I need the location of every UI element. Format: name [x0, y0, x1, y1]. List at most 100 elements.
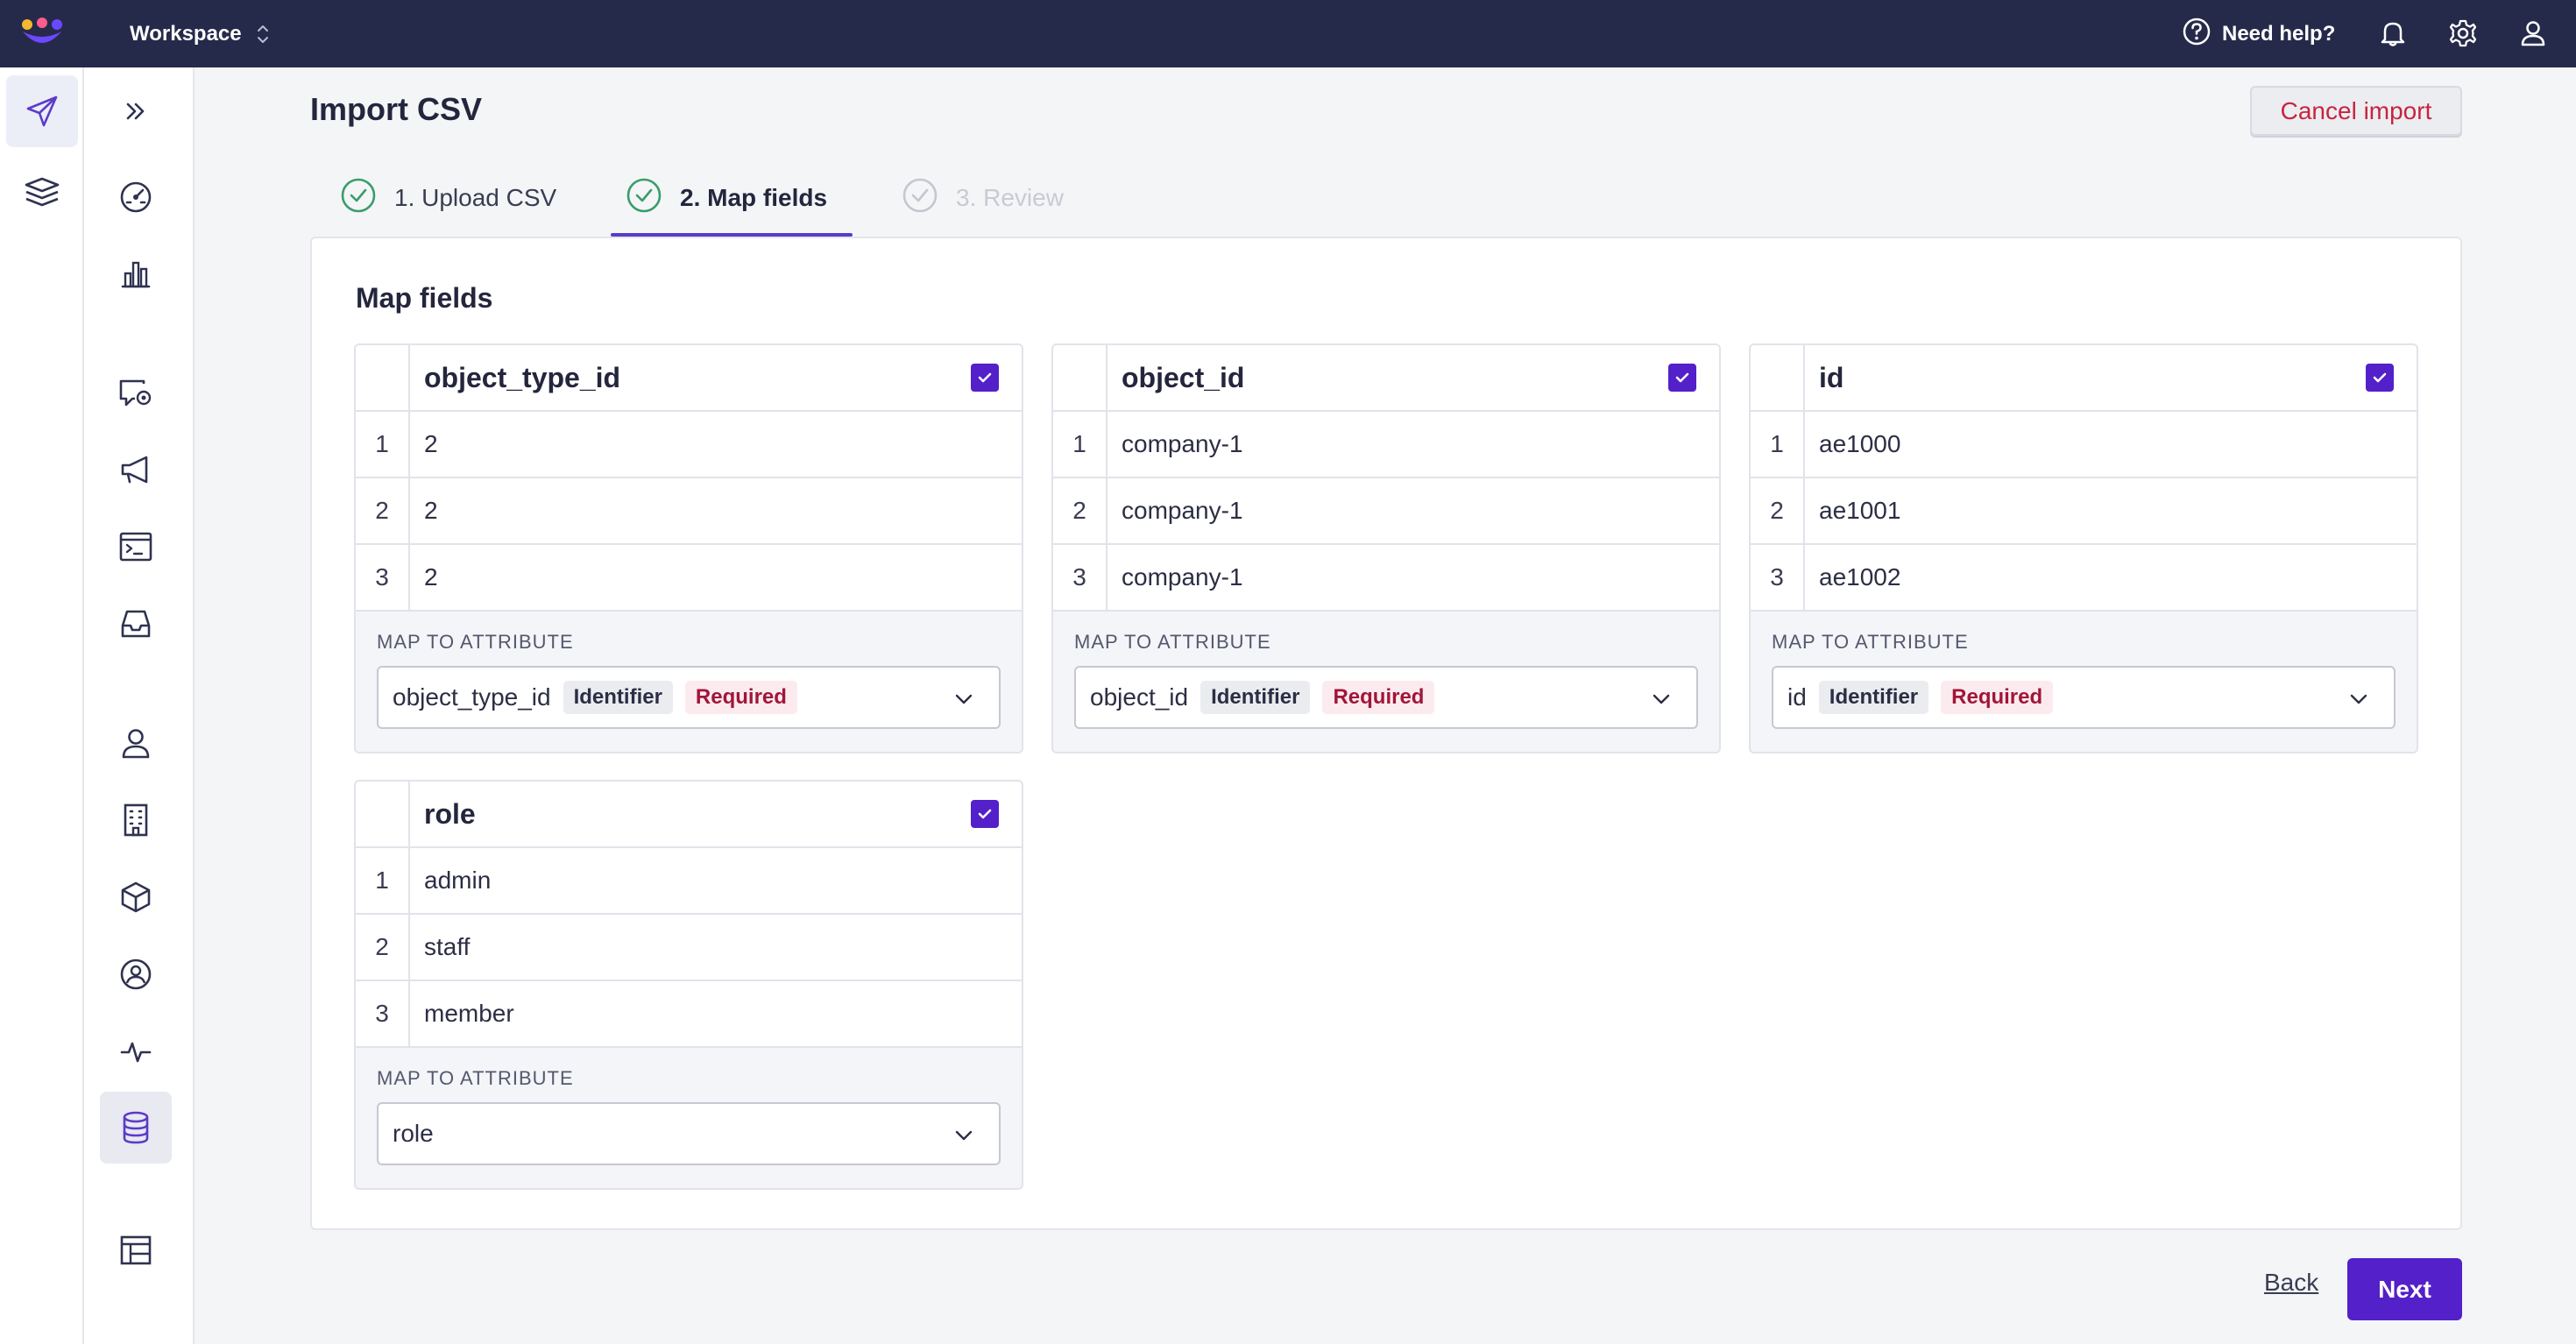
table-row: 2 ae1001: [1751, 478, 2417, 545]
column-name: id: [1819, 361, 1844, 393]
column-name: object_id: [1122, 361, 1245, 393]
back-link[interactable]: Back: [2264, 1269, 2319, 1296]
map-label: MAP TO ATTRIBUTE: [377, 1067, 574, 1089]
identifier-badge: Identifier: [563, 681, 673, 714]
tab-review: 3. Review: [902, 159, 1064, 237]
selected-attribute: role: [393, 1120, 434, 1147]
chevron-down-icon: [2346, 687, 2371, 718]
workspace-name: Workspace: [130, 21, 242, 46]
attribute-select[interactable]: role: [377, 1102, 1001, 1165]
workspace-switcher[interactable]: Workspace: [130, 0, 270, 67]
table-row: 3 company-1: [1053, 545, 1719, 612]
field-card-role: role 1 admin 2 staff 3 member MAP TO ATTRIB…: [354, 780, 1023, 1190]
activity-icon[interactable]: [100, 1015, 172, 1087]
table-row: 1 admin: [356, 848, 1022, 915]
terminal-icon[interactable]: [100, 511, 172, 583]
field-card-object-id: object_id 1 company-1 2 company-1 3 company…: [1051, 343, 1721, 753]
cube-icon[interactable]: [100, 861, 172, 933]
chevron-down-icon: [1649, 687, 1674, 718]
primary-rail: [0, 67, 84, 1344]
database-icon[interactable]: [100, 1092, 172, 1164]
required-badge: Required: [684, 681, 797, 714]
table-row: 2 staff: [356, 915, 1022, 981]
tab-upload-csv[interactable]: 1. Upload CSV: [340, 159, 556, 237]
required-badge: Required: [1941, 681, 2054, 714]
dashboard-gauge-icon[interactable]: [100, 161, 172, 233]
secondary-rail: [84, 67, 195, 1344]
selected-attribute: id: [1787, 683, 1807, 711]
card-header: role: [356, 782, 1022, 848]
tab-map-fields[interactable]: 2. Map fields: [626, 159, 827, 237]
attribute-select[interactable]: object_type_id Identifier Required: [377, 666, 1001, 729]
active-tab-indicator: [611, 233, 853, 237]
question-circle-icon: [2182, 17, 2212, 53]
step-tabs: 1. Upload CSV 2. Map fields 3. Review: [310, 159, 1099, 237]
chevron-down-icon: [952, 687, 976, 718]
bar-chart-icon[interactable]: [100, 237, 172, 309]
check-circle-icon: [626, 177, 662, 220]
megaphone-icon[interactable]: [100, 434, 172, 506]
user-circle-icon[interactable]: [100, 938, 172, 1010]
card-header: object_id: [1053, 345, 1719, 412]
message-settings-icon[interactable]: [100, 357, 172, 429]
card-header: object_type_id: [356, 345, 1022, 412]
include-checkbox[interactable]: [2366, 364, 2394, 392]
check-circle-icon: [340, 177, 377, 220]
tab-label: 3. Review: [956, 184, 1064, 211]
map-label: MAP TO ATTRIBUTE: [1772, 631, 1969, 653]
table-row: 3 ae1002: [1751, 545, 2417, 612]
table-icon[interactable]: [100, 1214, 172, 1286]
send-icon[interactable]: [6, 75, 78, 147]
table-row: 2 company-1: [1053, 478, 1719, 545]
help-label: Need help?: [2222, 22, 2336, 46]
field-card-id: id 1 ae1000 2 ae1001 3 ae1002 MAP TO ATTRIB…: [1749, 343, 2418, 753]
check-circle-icon: [902, 177, 938, 220]
brand-logo[interactable]: [19, 16, 65, 51]
column-name: role: [424, 797, 476, 830]
include-checkbox[interactable]: [971, 800, 999, 828]
selected-attribute: object_type_id: [393, 683, 551, 711]
person-icon[interactable]: [100, 708, 172, 780]
chevron-down-icon: [952, 1123, 976, 1154]
tab-label: 2. Map fields: [680, 184, 828, 211]
user-profile-icon[interactable]: [2516, 17, 2550, 50]
expand-icon[interactable]: [100, 75, 172, 147]
map-to-attribute: MAP TO ATTRIBUTE object_type_id Identifi…: [356, 612, 1022, 752]
include-checkbox[interactable]: [971, 364, 999, 392]
table-row: 1 company-1: [1053, 412, 1719, 478]
chevron-up-down-icon: [256, 23, 270, 46]
tab-label: 1. Upload CSV: [394, 184, 557, 211]
gear-icon[interactable]: [2446, 17, 2480, 50]
table-row: 1 ae1000: [1751, 412, 2417, 478]
map-to-attribute: MAP TO ATTRIBUTE id Identifier Required: [1751, 612, 2417, 752]
table-row: 3 member: [356, 981, 1022, 1048]
map-label: MAP TO ATTRIBUTE: [1074, 631, 1271, 653]
include-checkbox[interactable]: [1668, 364, 1696, 392]
inbox-icon[interactable]: [100, 588, 172, 660]
selected-attribute: object_id: [1090, 683, 1189, 711]
help-link[interactable]: Need help?: [2182, 18, 2335, 51]
attribute-select[interactable]: object_id Identifier Required: [1074, 666, 1698, 729]
required-badge: Required: [1322, 681, 1435, 714]
building-icon[interactable]: [100, 784, 172, 856]
cancel-import-button[interactable]: Cancel import: [2250, 86, 2462, 136]
layers-icon[interactable]: [6, 156, 78, 228]
column-name: object_type_id: [424, 361, 621, 393]
top-bar: Workspace Need help?: [0, 0, 2576, 67]
identifier-badge: Identifier: [1200, 681, 1311, 714]
next-button[interactable]: Next: [2347, 1258, 2462, 1320]
card-header: id: [1751, 345, 2417, 412]
page-title: Import CSV: [310, 91, 483, 127]
bell-icon[interactable]: [2376, 17, 2410, 50]
attribute-select[interactable]: id Identifier Required: [1772, 666, 2396, 729]
map-label: MAP TO ATTRIBUTE: [377, 631, 574, 653]
panel-title: Map fields: [356, 282, 493, 314]
identifier-badge: Identifier: [1818, 681, 1929, 714]
map-to-attribute: MAP TO ATTRIBUTE object_id Identifier Re…: [1053, 612, 1719, 752]
map-to-attribute: MAP TO ATTRIBUTE role: [356, 1048, 1022, 1188]
